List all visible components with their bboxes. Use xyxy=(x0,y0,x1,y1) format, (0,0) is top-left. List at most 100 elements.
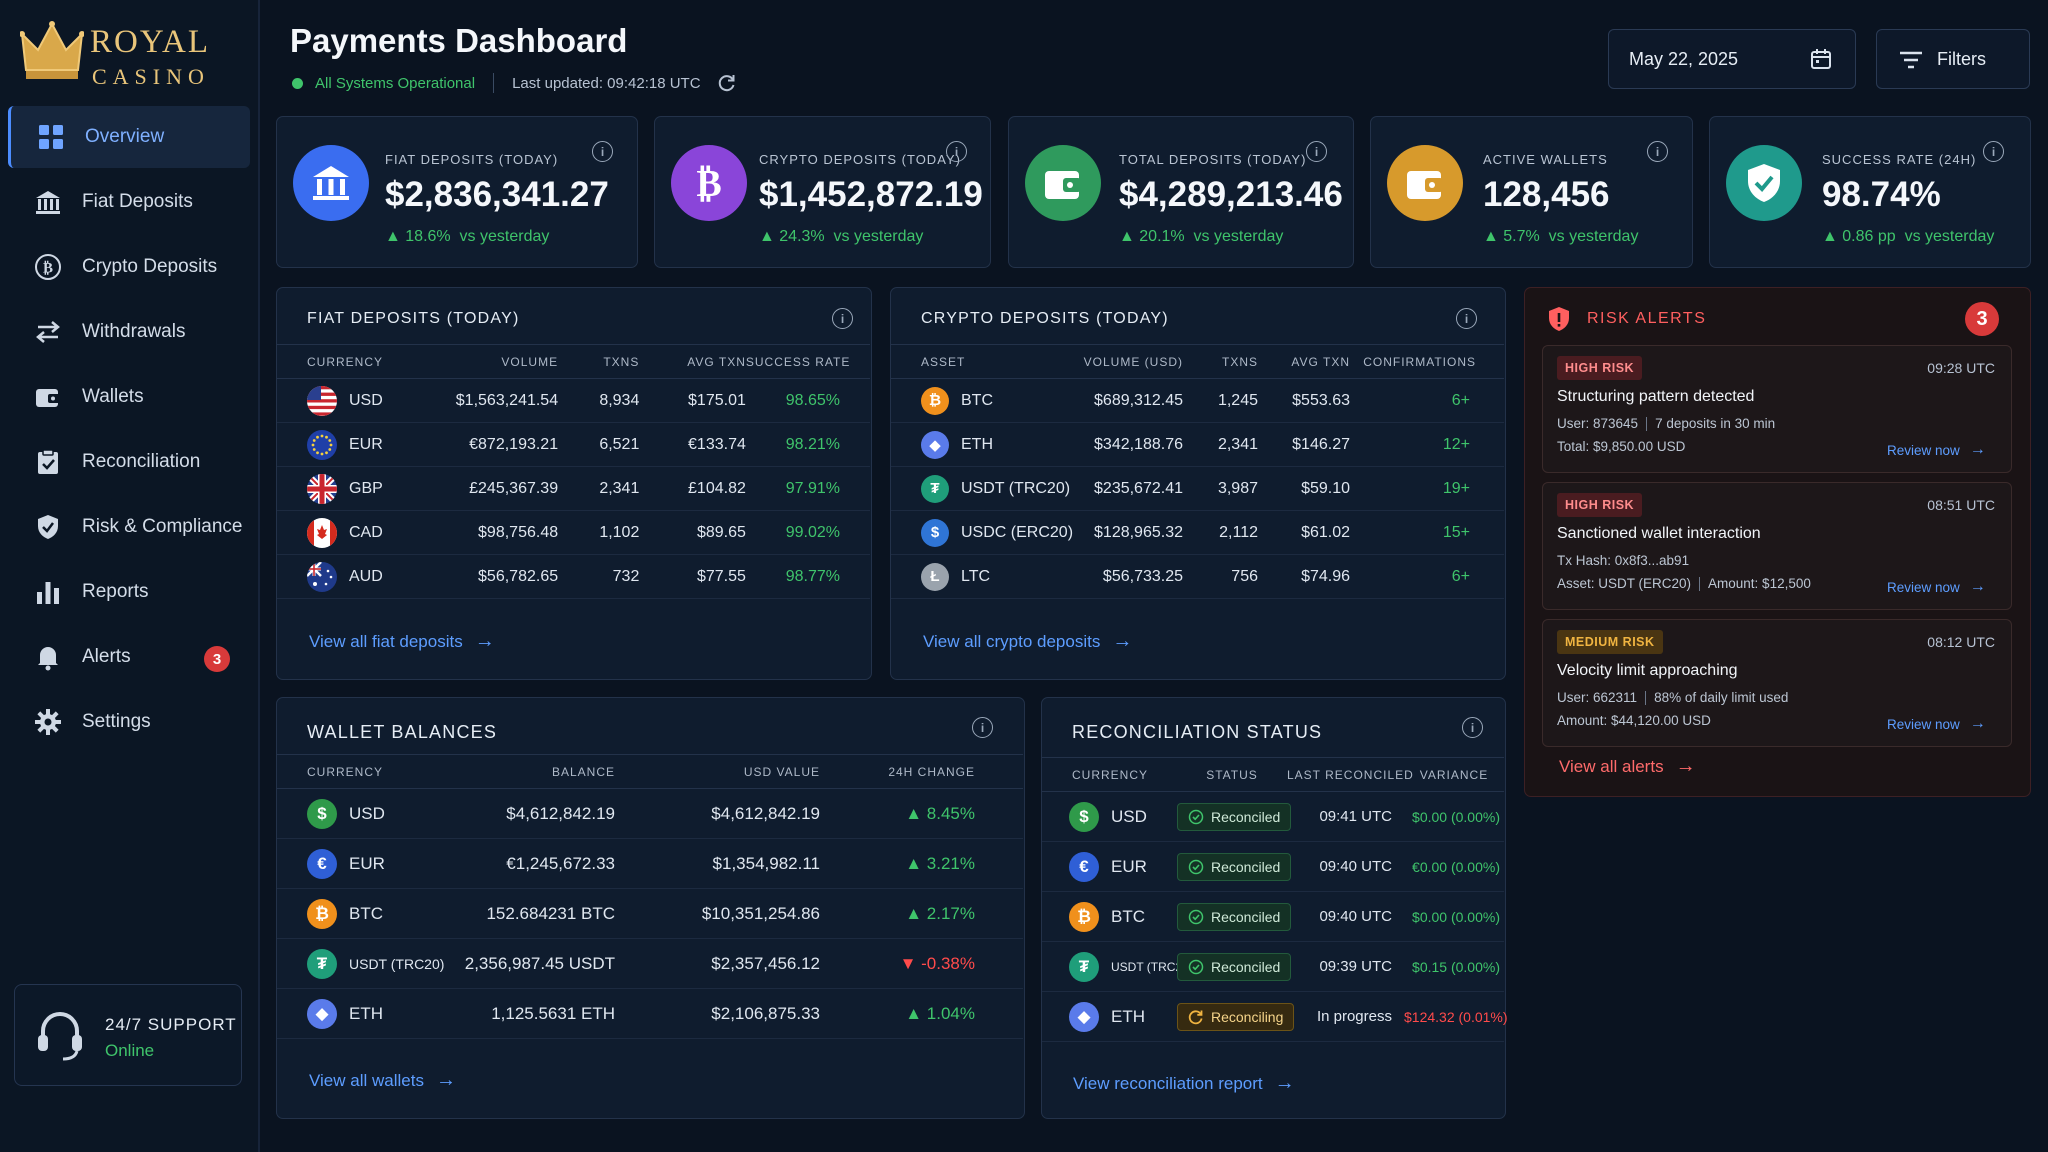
view-all-crypto-link[interactable]: View all crypto deposits → xyxy=(923,630,1132,653)
table-row[interactable]: ₮ USDT (TRC20) $235,672.41 3,987 $59.10 1… xyxy=(891,466,1504,511)
kpi-value: $1,452,872.19 xyxy=(759,175,983,214)
wallet-balances-panel: WALLET BALANCES i CURRENCY BALANCE USD V… xyxy=(276,697,1025,1119)
view-reconciliation-report-link[interactable]: View reconciliation report → xyxy=(1073,1072,1295,1095)
link-label: Review now xyxy=(1887,579,1960,595)
view-all-alerts-link[interactable]: View all alerts → xyxy=(1559,755,1696,778)
risk-level-badge: HIGH RISK xyxy=(1557,493,1643,517)
bell-icon xyxy=(34,643,62,671)
panel-title: FIAT DEPOSITS (TODAY) xyxy=(307,310,520,327)
volume-usd: $128,965.32 xyxy=(1071,510,1183,555)
sidebar-item-reports[interactable]: Reports xyxy=(8,561,250,623)
divider xyxy=(1645,691,1647,706)
table-row[interactable]: € EUR Reconciled 09:40 UTC €0.00 (0.00%) xyxy=(1042,841,1504,892)
avg-txn: $77.55 xyxy=(639,554,746,599)
risk-alert-card[interactable]: HIGH RISK 08:51 UTC Sanctioned wallet in… xyxy=(1542,482,2012,610)
table-row[interactable]: ◆ ETH 1,125.5631 ETH $2,106,875.33 ▲ 1.04… xyxy=(277,988,1023,1039)
table-row[interactable]: CAD $98,756.48 1,102 $89.65 99.02% xyxy=(277,510,870,555)
asset-name: BTC xyxy=(961,391,993,409)
table-row[interactable]: ₿ BTC 152.684231 BTC $10,351,254.86 ▲ 2.1… xyxy=(277,888,1023,939)
logo[interactable]: ROYAL CASINO xyxy=(20,18,220,89)
info-icon[interactable]: i xyxy=(1647,141,1668,162)
logo-casino: CASINO xyxy=(92,64,210,89)
sidebar-item-wallets[interactable]: Wallets xyxy=(8,366,250,428)
currency-code: USDT (TRC20) xyxy=(1111,959,1193,974)
sidebar-item-settings[interactable]: Settings xyxy=(8,691,250,753)
kpi-change-suffix: vs yesterday xyxy=(459,228,550,245)
table-row[interactable]: ◆ ETH $342,188.76 2,341 $146.27 12+ xyxy=(891,422,1504,467)
info-icon[interactable]: i xyxy=(1306,141,1327,162)
table-row[interactable]: ₿ BTC $689,312.45 1,245 $553.63 6+ xyxy=(891,378,1504,423)
col-avg: AVG TXN xyxy=(639,344,746,379)
risk-alert-card[interactable]: HIGH RISK 09:28 UTC Structuring pattern … xyxy=(1542,345,2012,473)
alert-title: Sanctioned wallet interaction xyxy=(1557,525,1761,542)
info-icon[interactable]: i xyxy=(1983,141,2004,162)
kpi-change-value: ▲ 20.1% xyxy=(1119,228,1185,245)
risk-alerts-panel: RISK ALERTS 3 HIGH RISK 09:28 UTC Struct… xyxy=(1524,287,2031,797)
risk-alert-card[interactable]: MEDIUM RISK 08:12 UTC Velocity limit app… xyxy=(1542,619,2012,747)
review-now-link[interactable]: Review now → xyxy=(1887,715,1986,733)
avg-txn: $74.96 xyxy=(1258,554,1350,599)
currency-code: USD xyxy=(1111,806,1147,826)
table-row[interactable]: ₿ BTC Reconciled 09:40 UTC $0.00 (0.00%) xyxy=(1042,891,1504,942)
col-volume: VOLUME xyxy=(419,344,559,379)
info-icon[interactable]: i xyxy=(1456,308,1477,329)
arrow-right-icon: → xyxy=(1112,630,1133,652)
last-reconciled: 09:39 UTC xyxy=(1287,941,1404,992)
usd-value: $4,612,842.19 xyxy=(615,788,820,839)
info-icon[interactable]: i xyxy=(832,308,853,329)
table-row[interactable]: € EUR €1,245,672.33 $1,354,982.11 ▲ 3.21% xyxy=(277,838,1023,889)
info-icon[interactable]: i xyxy=(592,141,613,162)
alert-time: 08:12 UTC xyxy=(1927,634,1995,650)
refresh-icon[interactable] xyxy=(717,73,737,93)
link-label: View all wallets xyxy=(309,1070,424,1090)
transfer-arrows-icon xyxy=(34,318,62,346)
view-all-fiat-link[interactable]: View all fiat deposits → xyxy=(309,630,495,653)
sidebar-item-reconciliation[interactable]: Reconciliation xyxy=(8,431,250,493)
last-reconciled: 09:41 UTC xyxy=(1287,791,1404,842)
table-row[interactable]: EUR €872,193.21 6,521 €133.74 98.21% xyxy=(277,422,870,467)
sidebar-item-fiat-deposits[interactable]: Fiat Deposits xyxy=(8,171,250,233)
usdt-icon: ₮ xyxy=(921,474,949,503)
review-now-link[interactable]: Review now → xyxy=(1887,578,1986,596)
filters-button[interactable]: Filters xyxy=(1876,29,2030,89)
txns: 2,341 xyxy=(1183,422,1258,467)
sidebar-item-risk-compliance[interactable]: Risk & Compliance xyxy=(8,496,250,558)
txns: 1,245 xyxy=(1183,378,1258,423)
table-row[interactable]: $ USDC (ERC20) $128,965.32 2,112 $61.02 1… xyxy=(891,510,1504,555)
sidebar-item-overview[interactable]: Overview xyxy=(8,106,250,168)
sidebar-item-withdrawals[interactable]: Withdrawals xyxy=(8,301,250,363)
volume-usd: $56,733.25 xyxy=(1071,554,1183,599)
info-icon[interactable]: i xyxy=(946,141,967,162)
24h-change: ▲ 2.17% xyxy=(820,888,1023,939)
table-row[interactable]: $ USD Reconciled 09:41 UTC $0.00 (0.00%) xyxy=(1042,791,1504,842)
status-dot xyxy=(292,77,303,89)
support-widget[interactable]: 24/7 SUPPORT Online xyxy=(14,984,242,1086)
sidebar-item-crypto-deposits[interactable]: ₿ Crypto Deposits xyxy=(8,236,250,298)
table-row[interactable]: ₮ USDT (TRC20) 2,356,987.45 USDT $2,357,4… xyxy=(277,938,1023,989)
view-all-wallets-link[interactable]: View all wallets → xyxy=(309,1069,456,1092)
table-row[interactable]: Ł LTC $56,733.25 756 $74.96 6+ xyxy=(891,554,1504,599)
alert-time: 09:28 UTC xyxy=(1927,360,1995,376)
table-row[interactable]: AUD $56,782.65 732 $77.55 98.77% xyxy=(277,554,870,599)
info-icon[interactable]: i xyxy=(972,717,993,738)
date-picker[interactable]: May 22, 2025 xyxy=(1608,29,1856,89)
panel-title: WALLET BALANCES xyxy=(307,722,498,742)
kpi-card: ACTIVE WALLETS i 128,456 ▲ 5.7% vs yeste… xyxy=(1370,116,1693,268)
sidebar-item-alerts[interactable]: Alerts 3 xyxy=(8,626,250,688)
divider xyxy=(1646,417,1648,432)
success-rate: 97.91% xyxy=(745,466,870,511)
table-row[interactable]: USD $1,563,241.54 8,934 $175.01 98.65% xyxy=(277,378,870,423)
kpi-change: ▲ 24.3% vs yesterday xyxy=(759,228,923,246)
sidebar-item-label: Alerts xyxy=(82,646,131,667)
table-row[interactable]: $ USD $4,612,842.19 $4,612,842.19 ▲ 8.45% xyxy=(277,788,1023,839)
table-row[interactable]: ◆ ETH Reconciling In progress $124.32 (0.… xyxy=(1042,991,1508,1042)
table-row[interactable]: GBP £245,367.39 2,341 £104.82 97.91% xyxy=(277,466,870,511)
avg-txn: £104.82 xyxy=(639,466,746,511)
kpi-change-value: ▲ 5.7% xyxy=(1483,228,1540,245)
review-now-link[interactable]: Review now → xyxy=(1887,441,1986,459)
info-icon[interactable]: i xyxy=(1462,717,1483,738)
link-label: View all crypto deposits xyxy=(923,631,1101,651)
table-row[interactable]: ₮ USDT (TRC20) Reconciled 09:39 UTC $0.15… xyxy=(1042,941,1504,992)
kpi-change: ▲ 20.1% vs yesterday xyxy=(1119,228,1283,246)
asset-name: ETH xyxy=(961,435,993,453)
